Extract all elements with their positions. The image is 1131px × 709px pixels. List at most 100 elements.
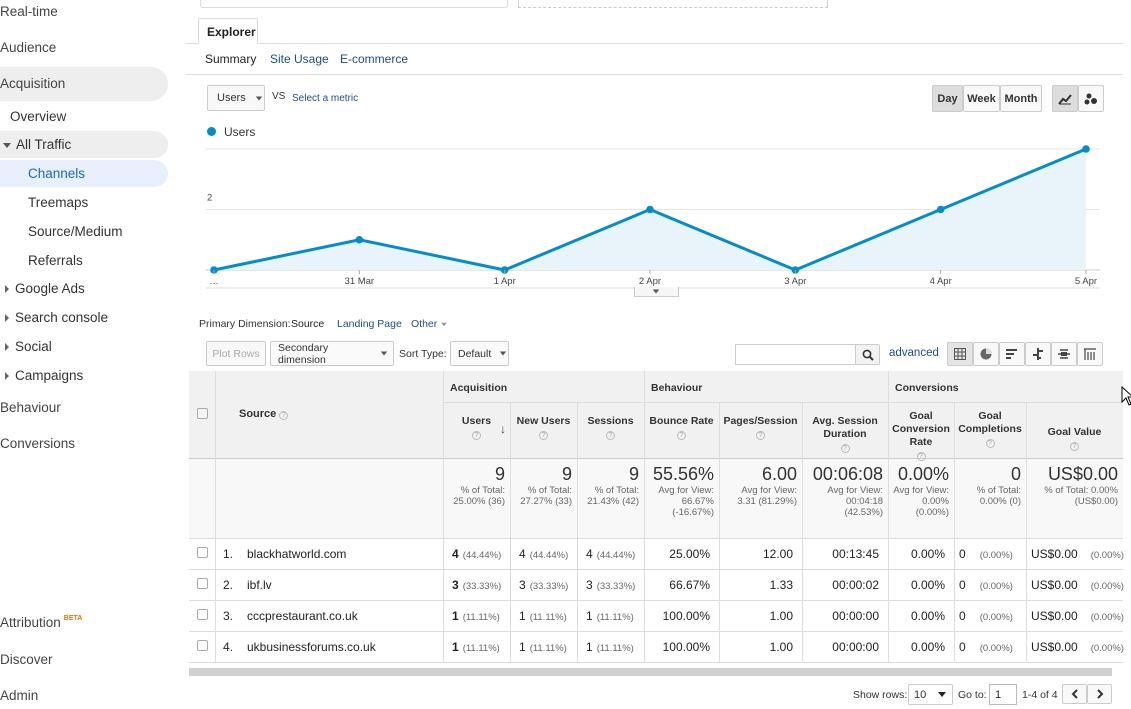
goto-input[interactable]: 1	[989, 684, 1017, 705]
metric-cell: US$0.00 (0.00%)	[1031, 578, 1124, 592]
month-button[interactable]: Month	[1000, 85, 1042, 112]
column-header-2[interactable]: Sessions?	[581, 415, 640, 441]
metric-dropdown[interactable]: Users	[207, 85, 265, 111]
column-header-8[interactable]: Goal Value?	[1030, 426, 1119, 452]
pivot-view-button[interactable]	[1077, 342, 1103, 366]
column-header-5[interactable]: Avg. Session Duration?	[806, 415, 884, 454]
term-cloud-view-button[interactable]	[1051, 342, 1077, 366]
nav-discover[interactable]: Discover	[0, 652, 53, 667]
nav-channels[interactable]: Channels	[0, 160, 168, 187]
mouse-cursor-icon	[1121, 386, 1131, 406]
nav-treemaps[interactable]: Treemaps	[28, 195, 89, 210]
column-header-4[interactable]: Pages/Session?	[723, 415, 798, 441]
nav-acquisition[interactable]: Acquisition	[0, 67, 168, 101]
column-header-label: Bounce Rate	[649, 415, 714, 427]
horizontal-scrollbar[interactable]	[189, 668, 1112, 676]
data-point[interactable]	[355, 235, 364, 244]
nav-campaigns[interactable]: Campaigns	[5, 368, 83, 383]
nav-social[interactable]: Social	[5, 339, 52, 354]
metric-value: 3	[519, 578, 526, 592]
data-point[interactable]	[936, 205, 945, 214]
select-metric-link[interactable]: Select a metric	[292, 93, 359, 104]
total-subtext: % of Total: 0.00% (US$0.00)	[1044, 485, 1118, 507]
column-header-label: Goal Value	[1047, 426, 1102, 438]
metric-cell: US$0.00 (0.00%)	[1031, 547, 1124, 561]
performance-view-button[interactable]	[999, 342, 1025, 366]
grid-icon	[954, 348, 966, 360]
plot-rows-button[interactable]: Plot Rows	[206, 341, 266, 366]
table-view-button[interactable]	[947, 342, 973, 366]
table-search-input[interactable]	[735, 344, 856, 365]
metric-cell: 1.33	[769, 578, 793, 592]
x-tick-label: 3 Apr	[784, 276, 806, 287]
metric-value: 1	[519, 609, 526, 623]
secondary-dimension-label: Secondary dimension	[278, 341, 329, 366]
dimension-landing-page[interactable]: Landing Page	[337, 318, 402, 330]
chart-resize-handle[interactable]	[634, 287, 679, 297]
nav-social-label: Social	[15, 339, 52, 354]
nav-realtime[interactable]: Real-time	[0, 4, 58, 19]
comparison-view-button[interactable]	[1025, 342, 1051, 366]
nav-attribution[interactable]: Attribution BETA	[0, 615, 82, 630]
source-link[interactable]: ibf.lv	[247, 578, 272, 592]
nav-overview[interactable]: Overview	[10, 109, 67, 124]
week-button[interactable]: Week	[963, 85, 1000, 112]
prev-page-button[interactable]	[1062, 684, 1087, 704]
nav-google-ads-label: Google Ads	[15, 281, 85, 296]
data-point[interactable]	[1082, 145, 1090, 153]
row-checkbox[interactable]	[197, 640, 208, 651]
subtab-site-usage[interactable]: Site Usage	[270, 52, 329, 66]
metric-percent: (11.11%)	[596, 643, 634, 654]
sort-type-dropdown[interactable]: Default	[450, 341, 509, 366]
secondary-dimension-dropdown[interactable]: Secondary dimension	[270, 341, 394, 366]
column-header-0[interactable]: Users? ↓	[447, 415, 506, 441]
nav-search-console[interactable]: Search console	[5, 310, 108, 325]
tab-explorer[interactable]: Explorer	[198, 18, 258, 44]
nav-source-medium[interactable]: Source/Medium	[28, 224, 123, 239]
search-button[interactable]	[855, 344, 880, 365]
total-cell-7: 0% of Total: 0.00% (0)	[957, 464, 1021, 507]
nav-admin[interactable]: Admin	[0, 688, 39, 703]
source-column-header[interactable]: Source ?	[239, 408, 289, 420]
column-header-7[interactable]: Goal Completions?	[958, 410, 1022, 449]
subtab-summary[interactable]: Summary	[205, 52, 257, 66]
row-checkbox[interactable]	[197, 547, 208, 558]
nav-referrals[interactable]: Referrals	[28, 253, 83, 268]
nav-behaviour[interactable]: Behaviour	[0, 400, 61, 415]
pie-view-button[interactable]	[973, 342, 999, 366]
next-page-button[interactable]	[1087, 684, 1112, 704]
source-link[interactable]: blackhatworld.com	[247, 547, 347, 561]
metric-value: 4	[452, 547, 459, 561]
metric-cell: 1 (11.11%)	[586, 609, 634, 623]
dimension-source[interactable]: Source	[291, 318, 325, 330]
total-cell-5: 00:06:08 Avg for View: 00:04:18 (42.53%)	[805, 464, 883, 518]
day-button[interactable]: Day	[932, 85, 963, 112]
column-header-6[interactable]: Goal Conversion Rate?	[892, 410, 950, 462]
expand-icon	[3, 142, 11, 148]
line-chart-button[interactable]	[1052, 85, 1078, 112]
data-point[interactable]	[646, 205, 654, 214]
source-link[interactable]: ukbusinessforums.co.uk	[247, 640, 376, 654]
motion-chart-button[interactable]	[1078, 85, 1104, 112]
advanced-filter-link[interactable]: advanced	[889, 347, 939, 359]
total-subtext: % of Total: 21.43% (42)	[587, 485, 639, 507]
nav-conversions[interactable]: Conversions	[0, 436, 76, 451]
metric-percent: (11.11%)	[462, 643, 500, 654]
show-rows-select[interactable]: 10	[908, 684, 953, 705]
add-segment-box[interactable]	[518, 0, 828, 8]
segment-box[interactable]	[200, 0, 508, 8]
select-all-checkbox[interactable]	[197, 408, 208, 419]
nav-audience[interactable]: Audience	[0, 40, 57, 55]
dimension-other[interactable]: Other	[411, 318, 453, 330]
source-link[interactable]: cccprestaurant.co.uk	[247, 609, 358, 623]
row-checkbox[interactable]	[197, 578, 208, 589]
subtab-ecommerce[interactable]: E-commerce	[340, 52, 409, 66]
nav-google-ads[interactable]: Google Ads	[5, 281, 85, 296]
column-header-3[interactable]: Bounce Rate?	[648, 415, 715, 441]
row-checkbox[interactable]	[197, 609, 208, 620]
dropdown-arrow-icon	[500, 351, 507, 356]
metric-value: 0	[959, 640, 966, 654]
nav-all-traffic[interactable]: All Traffic	[0, 131, 168, 158]
metric-percent: (33.33%)	[596, 581, 636, 592]
column-header-1[interactable]: New Users?	[514, 415, 573, 441]
